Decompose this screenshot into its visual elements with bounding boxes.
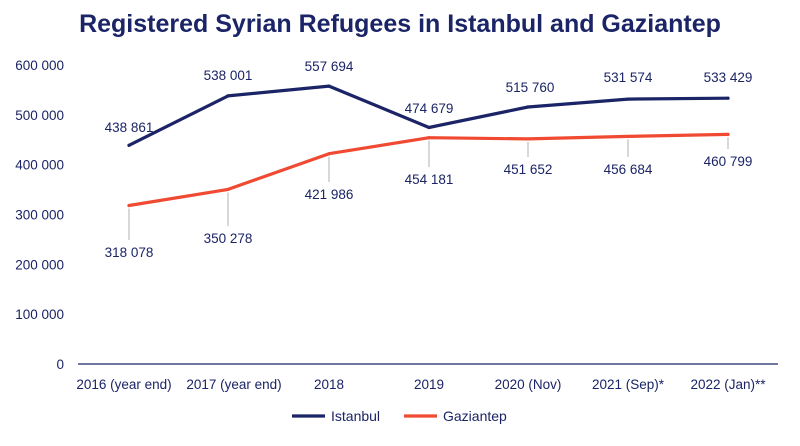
gaziantep-data-label: 318 078 xyxy=(105,245,154,260)
x-tick-label: 2018 xyxy=(314,377,344,392)
y-tick-label: 300 000 xyxy=(15,208,64,223)
x-tick-label: 2020 (Nov) xyxy=(495,377,562,392)
x-tick-label: 2016 (year end) xyxy=(76,377,171,392)
gaziantep-data-label: 456 684 xyxy=(604,162,653,177)
gaziantep-point xyxy=(327,152,331,156)
gaziantep-data-label: 350 278 xyxy=(204,231,253,246)
y-tick-label: 0 xyxy=(56,357,64,372)
istanbul-data-label: 515 760 xyxy=(506,80,555,95)
istanbul-point xyxy=(626,97,630,101)
gaziantep-data-label: 460 799 xyxy=(704,154,753,169)
istanbul-data-label: 533 429 xyxy=(704,70,753,85)
legend-gaziantep-label: Gaziantep xyxy=(443,408,507,424)
istanbul-data-label: 474 679 xyxy=(405,101,454,116)
gaziantep-data-label: 454 181 xyxy=(405,172,454,187)
x-tick-label: 2017 (year end) xyxy=(186,377,281,392)
istanbul-point xyxy=(226,94,230,98)
istanbul-point xyxy=(427,125,431,130)
y-tick-label: 400 000 xyxy=(15,158,64,173)
x-tick-label: 2022 (Jan)** xyxy=(690,377,766,392)
istanbul-point xyxy=(127,143,131,147)
gaziantep-point xyxy=(127,203,131,208)
gaziantep-point xyxy=(626,134,630,139)
legend-istanbul-label: Istanbul xyxy=(331,408,380,424)
gaziantep-point xyxy=(427,136,431,140)
gaziantep-point xyxy=(526,137,530,141)
istanbul-data-label: 557 694 xyxy=(305,59,354,74)
istanbul-point xyxy=(526,105,530,109)
istanbul-data-label: 531 574 xyxy=(604,70,653,85)
y-tick-label: 500 000 xyxy=(15,108,64,123)
chart-title: Registered Syrian Refugees in Istanbul a… xyxy=(79,10,721,38)
x-tick-label: 2019 xyxy=(414,377,444,392)
istanbul-data-label: 538 001 xyxy=(204,68,253,83)
istanbul-data-label: 438 861 xyxy=(105,120,154,135)
istanbul-point xyxy=(726,96,730,100)
x-tick-label: 2021 (Sep)* xyxy=(592,377,665,392)
gaziantep-point xyxy=(226,187,230,192)
y-tick-label: 600 000 xyxy=(15,58,64,73)
y-tick-label: 200 000 xyxy=(15,257,64,272)
y-tick-label: 100 000 xyxy=(15,307,64,322)
gaziantep-point xyxy=(726,132,730,136)
gaziantep-data-label: 421 986 xyxy=(305,187,354,202)
istanbul-point xyxy=(327,84,331,88)
gaziantep-data-label: 451 652 xyxy=(504,162,553,177)
